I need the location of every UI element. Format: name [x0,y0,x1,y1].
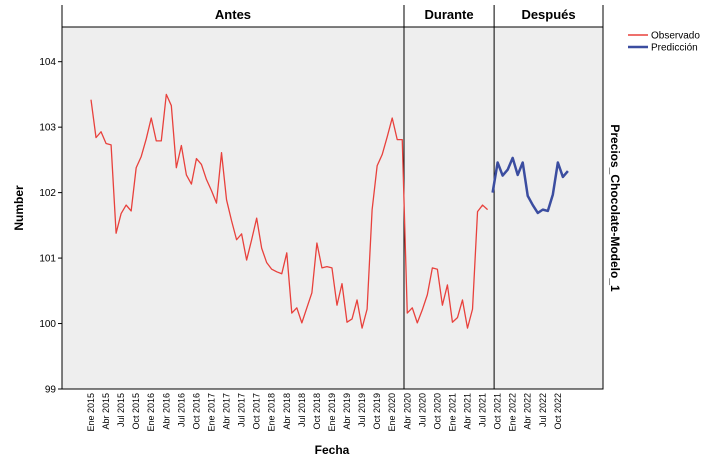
x-tick-label: Abr 2018 [282,393,292,430]
x-tick-label: Oct 2020 [432,393,442,430]
period-label: Antes [215,7,251,22]
y-axis-label: Number [12,185,26,231]
period-label: Después [521,7,575,22]
x-tick-label: Ene 2022 [508,393,518,432]
series-line [491,156,569,215]
y-tick-label: 99 [45,385,57,396]
x-tick-label: Ene 2021 [447,393,457,432]
x-tick-label: Jul 2015 [116,393,126,427]
x-tick-label: Oct 2016 [191,393,201,430]
x-tick-label: Oct 2021 [493,393,503,430]
x-tick-label: Oct 2018 [312,393,322,430]
x-tick-label: Abr 2021 [463,393,473,430]
x-tick-label: Abr 2017 [222,393,232,430]
x-tick-label: Jul 2016 [176,393,186,427]
x-tick-label: Oct 2022 [553,393,563,430]
x-axis-label: Fecha [315,443,350,457]
x-tick-label: Oct 2017 [252,393,262,430]
x-tick-label: Ene 2016 [146,393,156,432]
x-tick-label: Jul 2022 [538,393,548,427]
x-tick-label: Oct 2015 [131,393,141,430]
x-tick-label: Ene 2020 [387,393,397,432]
x-tick-label: Ene 2018 [267,393,277,432]
legend-label: Observado [651,31,700,42]
series-line [90,93,489,329]
x-tick-label: Jul 2020 [417,393,427,427]
legend-label: Predicción [651,43,698,54]
period-label: Durante [424,7,473,22]
x-tick-label: Abr 2022 [523,393,533,430]
plot-area [61,26,604,390]
x-tick-label: Abr 2020 [402,393,412,430]
x-tick-label: Jul 2021 [478,393,488,427]
x-tick-label: Jul 2019 [357,393,367,427]
chart-title: Precios_Chocolate-Modelo_1 [608,124,622,292]
x-tick-label: Abr 2015 [101,393,111,430]
y-tick-label: 103 [39,123,56,134]
x-tick-label: Jul 2018 [297,393,307,427]
x-tick-label: Oct 2019 [372,393,382,430]
x-tick-label: Ene 2019 [327,393,337,432]
x-tick-label: Jul 2017 [237,393,247,427]
y-tick-label: 101 [39,254,56,265]
y-tick-label: 100 [39,319,56,330]
x-tick-label: Abr 2019 [342,393,352,430]
y-tick-label: 104 [39,57,56,68]
x-tick-label: Abr 2016 [161,393,171,430]
x-tick-label: Ene 2015 [86,393,96,432]
x-tick-label: Ene 2017 [206,393,216,432]
y-tick-label: 102 [39,188,56,199]
